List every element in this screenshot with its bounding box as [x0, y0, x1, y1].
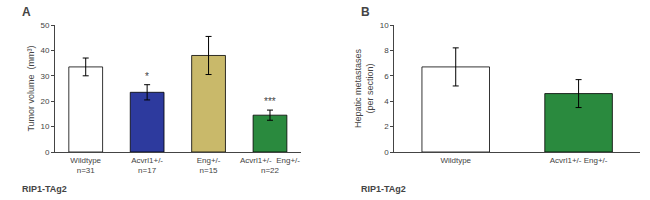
svg-text:Acvrl1+/- Eng+/-: Acvrl1+/- Eng+/-	[550, 156, 608, 165]
svg-text:B: B	[361, 5, 370, 19]
svg-text:2: 2	[384, 122, 389, 131]
svg-text:RIP1-TAg2: RIP1-TAg2	[22, 184, 67, 194]
svg-text:RIP1-TAg2: RIP1-TAg2	[361, 184, 406, 194]
svg-text:30: 30	[40, 72, 49, 81]
svg-text:10: 10	[40, 122, 49, 131]
svg-text:Tumor volume (mm³): Tumor volume (mm³)	[26, 45, 36, 131]
svg-text:4: 4	[384, 97, 389, 106]
svg-text:Acvrl1+/- Eng+/-n=22: Acvrl1+/- Eng+/-n=22	[240, 156, 300, 175]
svg-text:*: *	[145, 71, 149, 82]
svg-text:20: 20	[40, 97, 49, 106]
svg-text:8: 8	[384, 46, 389, 55]
svg-text:50: 50	[40, 21, 49, 30]
svg-text:Wildtype: Wildtype	[440, 156, 471, 165]
svg-text:A: A	[22, 5, 31, 19]
svg-text:Hepatic metastases(per section: Hepatic metastases(per section)	[353, 48, 375, 128]
svg-text:0: 0	[384, 148, 389, 157]
svg-text:***: ***	[264, 96, 276, 107]
svg-text:Eng+/-n=15: Eng+/-n=15	[197, 156, 221, 175]
svg-text:Wildtypen=31: Wildtypen=31	[70, 156, 101, 175]
svg-text:Acvrl1+/-n=17: Acvrl1+/-n=17	[131, 156, 163, 175]
svg-text:6: 6	[384, 72, 389, 81]
svg-text:0: 0	[45, 148, 50, 157]
svg-text:40: 40	[40, 46, 49, 55]
svg-text:10: 10	[380, 21, 389, 30]
